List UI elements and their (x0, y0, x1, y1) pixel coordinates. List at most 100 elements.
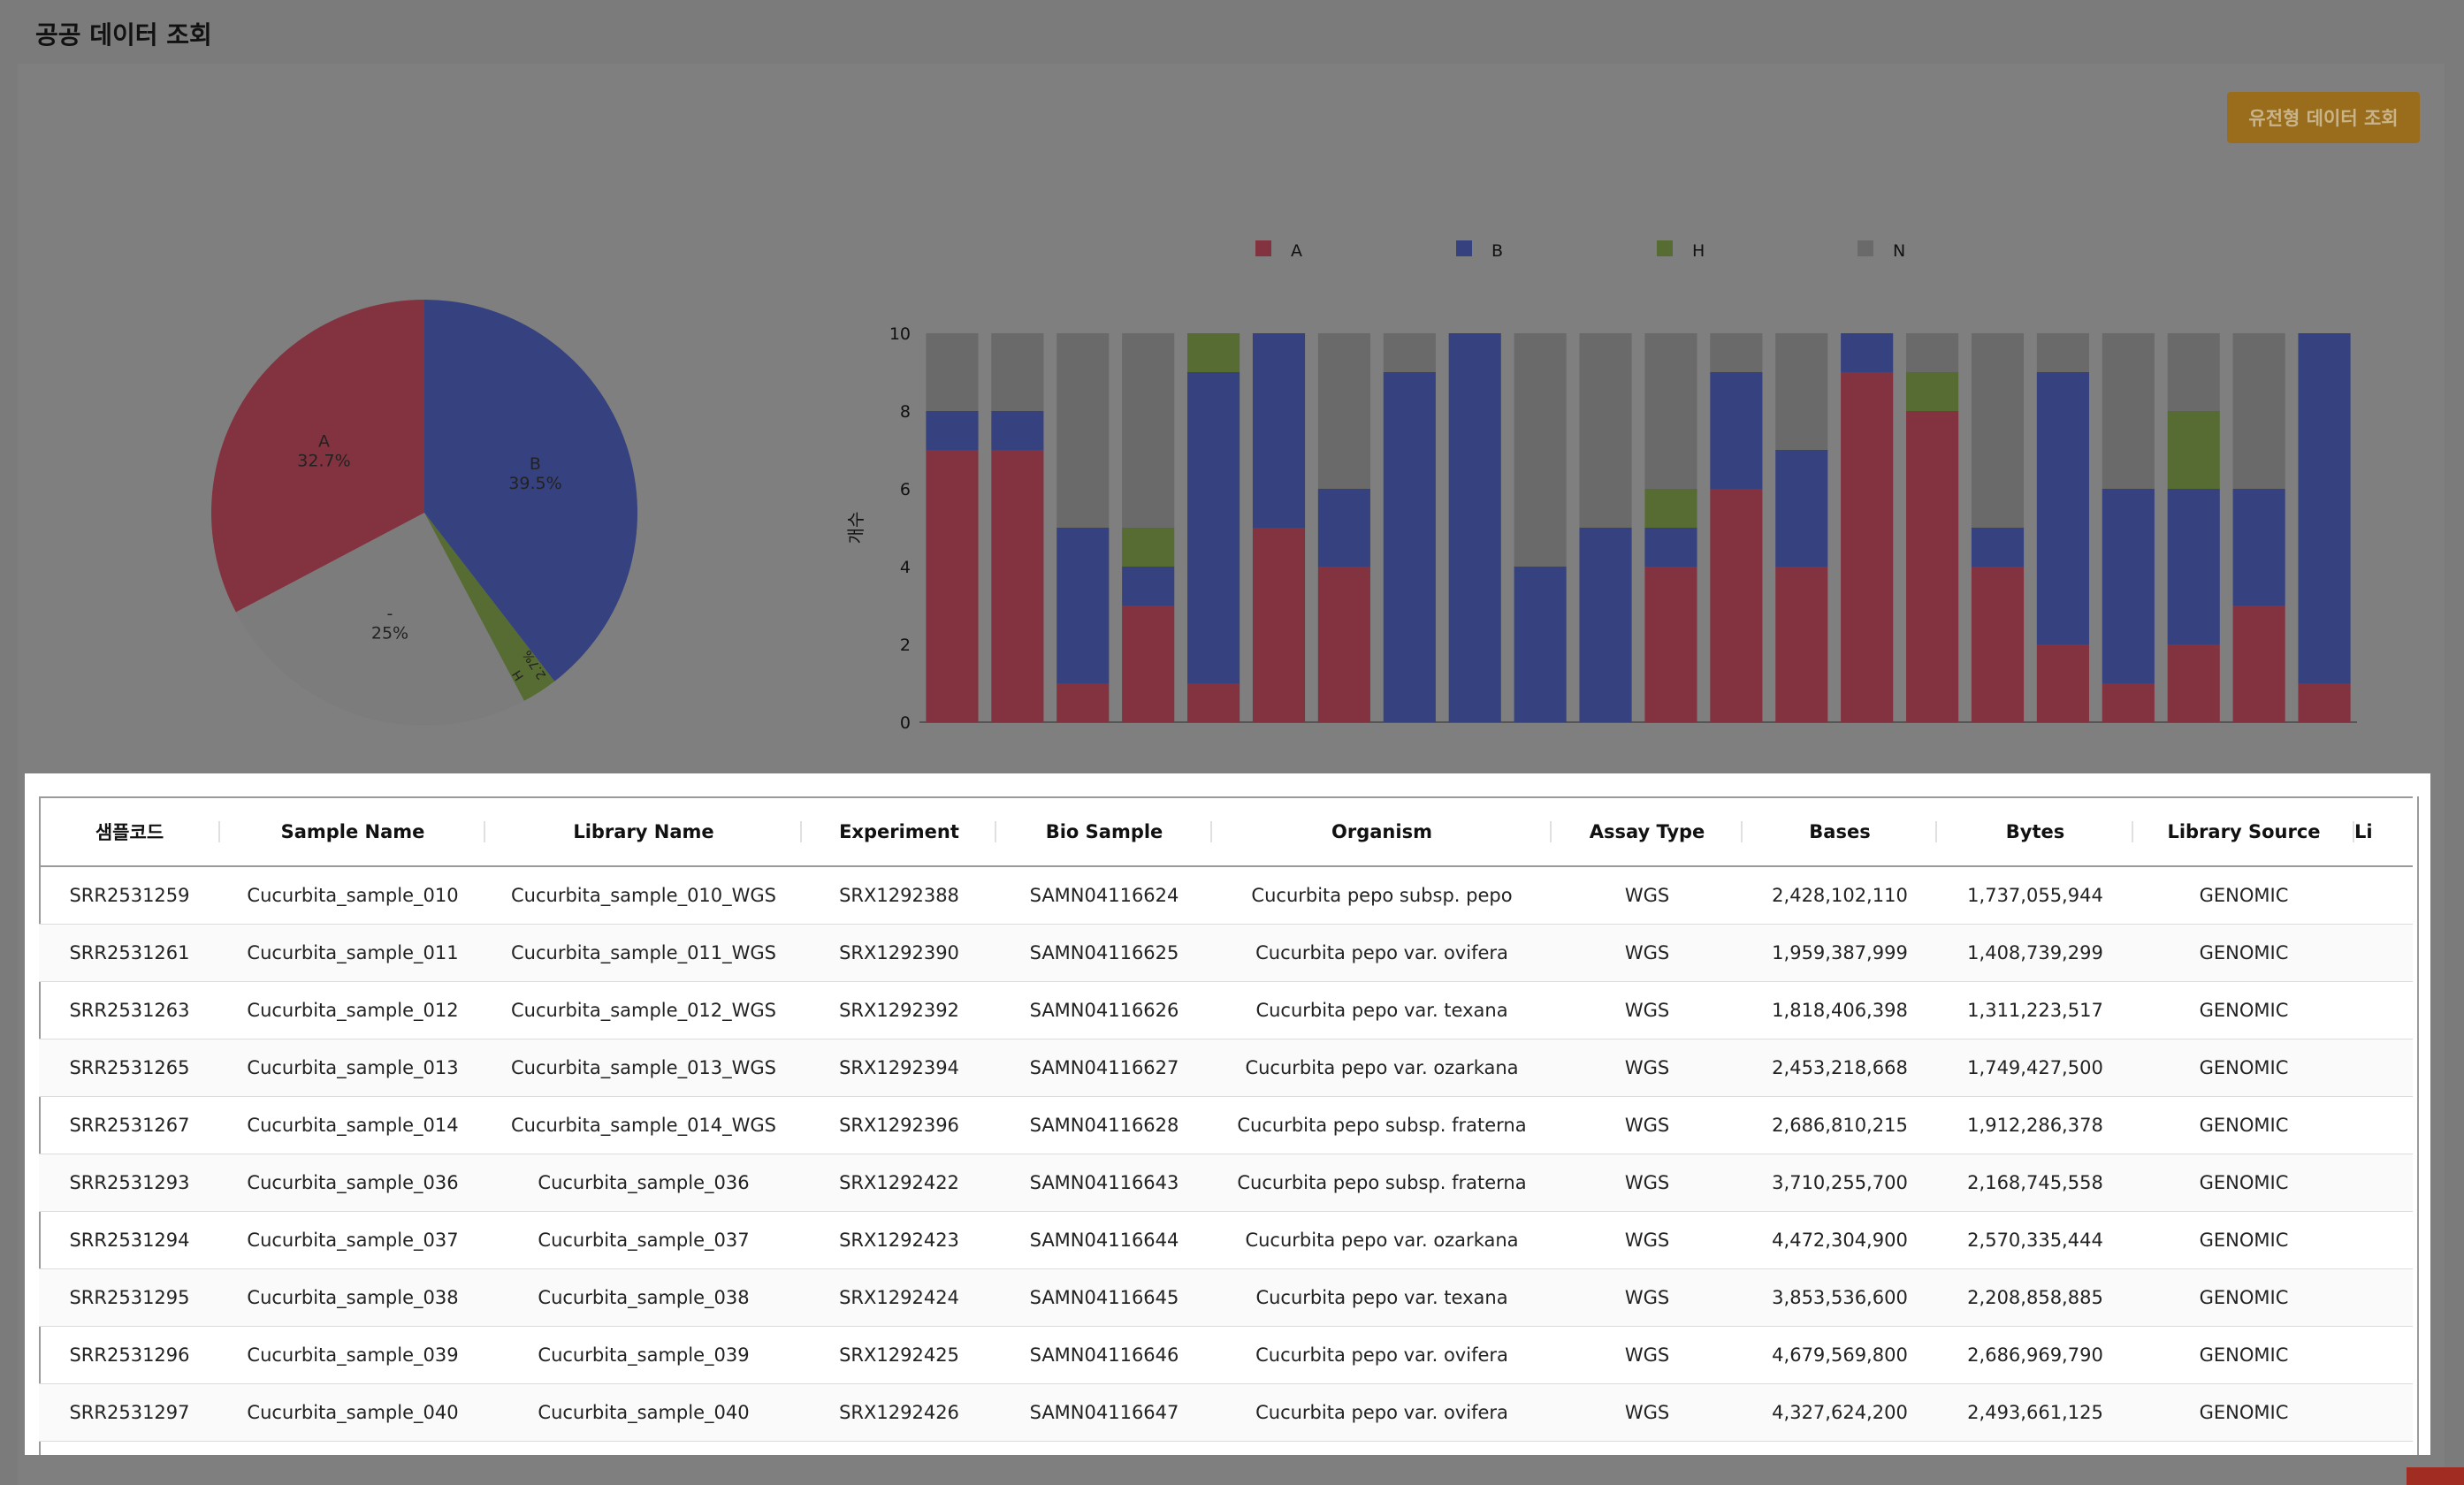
bar-segment-N[interactable] (1906, 333, 1959, 372)
bar-segment-A[interactable] (991, 450, 1044, 722)
legend-label-H[interactable]: H (1692, 241, 1705, 261)
bar-segment-A[interactable] (1187, 683, 1240, 722)
legend-swatch-A[interactable] (1255, 240, 1271, 256)
bar-segment-A[interactable] (1122, 605, 1175, 722)
legend-swatch-B[interactable] (1456, 240, 1472, 256)
bar-segment-B[interactable] (991, 411, 1044, 450)
legend-label-A[interactable]: A (1291, 241, 1302, 261)
bar-segment-B[interactable] (1252, 333, 1306, 528)
bar-segment-A[interactable] (2102, 683, 2155, 722)
legend-swatch-N[interactable] (1858, 240, 1873, 256)
bar-segment-N[interactable] (1383, 333, 1436, 372)
table-row[interactable]: SRR2531259 Cucurbita_sample_010 Cucurbita_… (39, 866, 2413, 925)
bar-segment-B[interactable] (1448, 333, 1501, 722)
table-row[interactable]: SRR2531265 Cucurbita_sample_013 Cucurbita_… (39, 1039, 2413, 1097)
table-row[interactable]: SRR2531297 Cucurbita_sample_040 Cucurbita_… (39, 1383, 2413, 1442)
pie-slice-B[interactable] (424, 300, 638, 682)
column-header[interactable]: Experiment (802, 796, 996, 867)
bar-segment-N[interactable] (1317, 333, 1370, 489)
bar-segment-N[interactable] (1775, 333, 1828, 450)
bar-segment-B[interactable] (1514, 567, 1567, 722)
column-resize-handle[interactable] (218, 821, 220, 842)
bar-segment-N[interactable] (1579, 333, 1632, 528)
table-row[interactable]: SRR2531263 Cucurbita_sample_012 Cucurbita_… (39, 981, 2413, 1040)
bar-segment-B[interactable] (2232, 489, 2285, 605)
bar-segment-N[interactable] (2167, 333, 2220, 411)
column-header[interactable]: Library Name (485, 796, 802, 867)
bar-segment-B[interactable] (2167, 489, 2220, 644)
column-header[interactable]: Bio Sample (996, 796, 1212, 867)
bar-segment-H[interactable] (1644, 489, 1697, 528)
bar-segment-H[interactable] (2167, 411, 2220, 489)
bar-segment-B[interactable] (1644, 528, 1697, 567)
bar-segment-N[interactable] (1122, 333, 1175, 528)
bar-segment-B[interactable] (1579, 528, 1632, 722)
bar-segment-B[interactable] (1841, 333, 1894, 372)
bar-segment-B[interactable] (1710, 372, 1763, 489)
table-row[interactable]: SRR2531296 Cucurbita_sample_039 Cucurbita_… (39, 1326, 2413, 1384)
bar-segment-A[interactable] (1971, 567, 2025, 722)
bar-segment-A[interactable] (1710, 489, 1763, 722)
column-resize-handle[interactable] (1550, 821, 1552, 842)
column-resize-handle[interactable] (1741, 821, 1743, 842)
table-row[interactable]: SRR2531261 Cucurbita_sample_011 Cucurbita_… (39, 924, 2413, 982)
pie-slice-H[interactable] (424, 513, 555, 701)
bar-segment-A[interactable] (2298, 683, 2351, 722)
column-resize-handle[interactable] (2353, 821, 2354, 842)
column-header[interactable]: Assay Type (1552, 796, 1743, 867)
bar-segment-B[interactable] (2036, 372, 2089, 644)
column-resize-handle[interactable] (2132, 821, 2133, 842)
bar-segment-N[interactable] (1514, 333, 1567, 567)
table-row[interactable]: SRR2531295 Cucurbita_sample_038 Cucurbita_… (39, 1268, 2413, 1327)
table-row[interactable]: SRR2531294 Cucurbita_sample_037 Cucurbita_… (39, 1211, 2413, 1269)
bar-segment-A[interactable] (1317, 567, 1370, 722)
bar-segment-H[interactable] (1122, 528, 1175, 567)
legend-label-N[interactable]: N (1893, 241, 1905, 261)
bar-segment-H[interactable] (1187, 333, 1240, 372)
bar-segment-N[interactable] (926, 333, 979, 411)
legend-swatch-H[interactable] (1657, 240, 1673, 256)
bar-segment-N[interactable] (991, 333, 1044, 411)
bar-segment-N[interactable] (1057, 333, 1110, 528)
column-resize-handle[interactable] (484, 821, 485, 842)
bar-segment-N[interactable] (1710, 333, 1763, 372)
column-header[interactable]: 샘플코드 (39, 796, 220, 867)
bar-segment-A[interactable] (1775, 567, 1828, 722)
bar-segment-N[interactable] (2102, 333, 2155, 489)
bar-segment-B[interactable] (1187, 372, 1240, 683)
column-header[interactable]: Bytes (1937, 796, 2133, 867)
column-header[interactable]: Bases (1743, 796, 1937, 867)
column-resize-handle[interactable] (1210, 821, 1212, 842)
bar-segment-B[interactable] (926, 411, 979, 450)
bar-segment-A[interactable] (1906, 411, 1959, 722)
pie-slice-other[interactable] (235, 513, 524, 726)
corner-button[interactable] (2407, 1467, 2464, 1485)
column-resize-handle[interactable] (800, 821, 802, 842)
column-header[interactable]: Sample Name (220, 796, 485, 867)
bar-segment-B[interactable] (1775, 450, 1828, 567)
bar-segment-N[interactable] (2036, 333, 2089, 372)
column-header[interactable]: Li (2354, 796, 2413, 867)
bar-segment-A[interactable] (2167, 644, 2220, 722)
bar-segment-A[interactable] (926, 450, 979, 722)
table-row[interactable]: SRR2531293 Cucurbita_sample_036 Cucurbita_… (39, 1154, 2413, 1212)
bar-segment-N[interactable] (2232, 333, 2285, 489)
bar-segment-H[interactable] (1906, 372, 1959, 411)
bar-segment-N[interactable] (1644, 333, 1697, 489)
genotype-query-button[interactable]: 유전형 데이터 조회 (2227, 92, 2420, 143)
column-resize-handle[interactable] (995, 821, 996, 842)
table-row[interactable]: SRR2531267 Cucurbita_sample_014 Cucurbita_… (39, 1096, 2413, 1154)
column-header[interactable]: Organism (1212, 796, 1552, 867)
bar-segment-A[interactable] (2036, 644, 2089, 722)
bar-segment-A[interactable] (1644, 567, 1697, 722)
bar-segment-A[interactable] (1057, 683, 1110, 722)
bar-segment-B[interactable] (2298, 333, 2351, 683)
bar-segment-B[interactable] (1317, 489, 1370, 567)
bar-segment-B[interactable] (1383, 372, 1436, 722)
bar-segment-A[interactable] (2232, 605, 2285, 722)
bar-segment-B[interactable] (1057, 528, 1110, 683)
bar-segment-B[interactable] (2102, 489, 2155, 683)
column-resize-handle[interactable] (1935, 821, 1937, 842)
bar-segment-A[interactable] (1841, 372, 1894, 722)
bar-segment-B[interactable] (1971, 528, 2025, 567)
